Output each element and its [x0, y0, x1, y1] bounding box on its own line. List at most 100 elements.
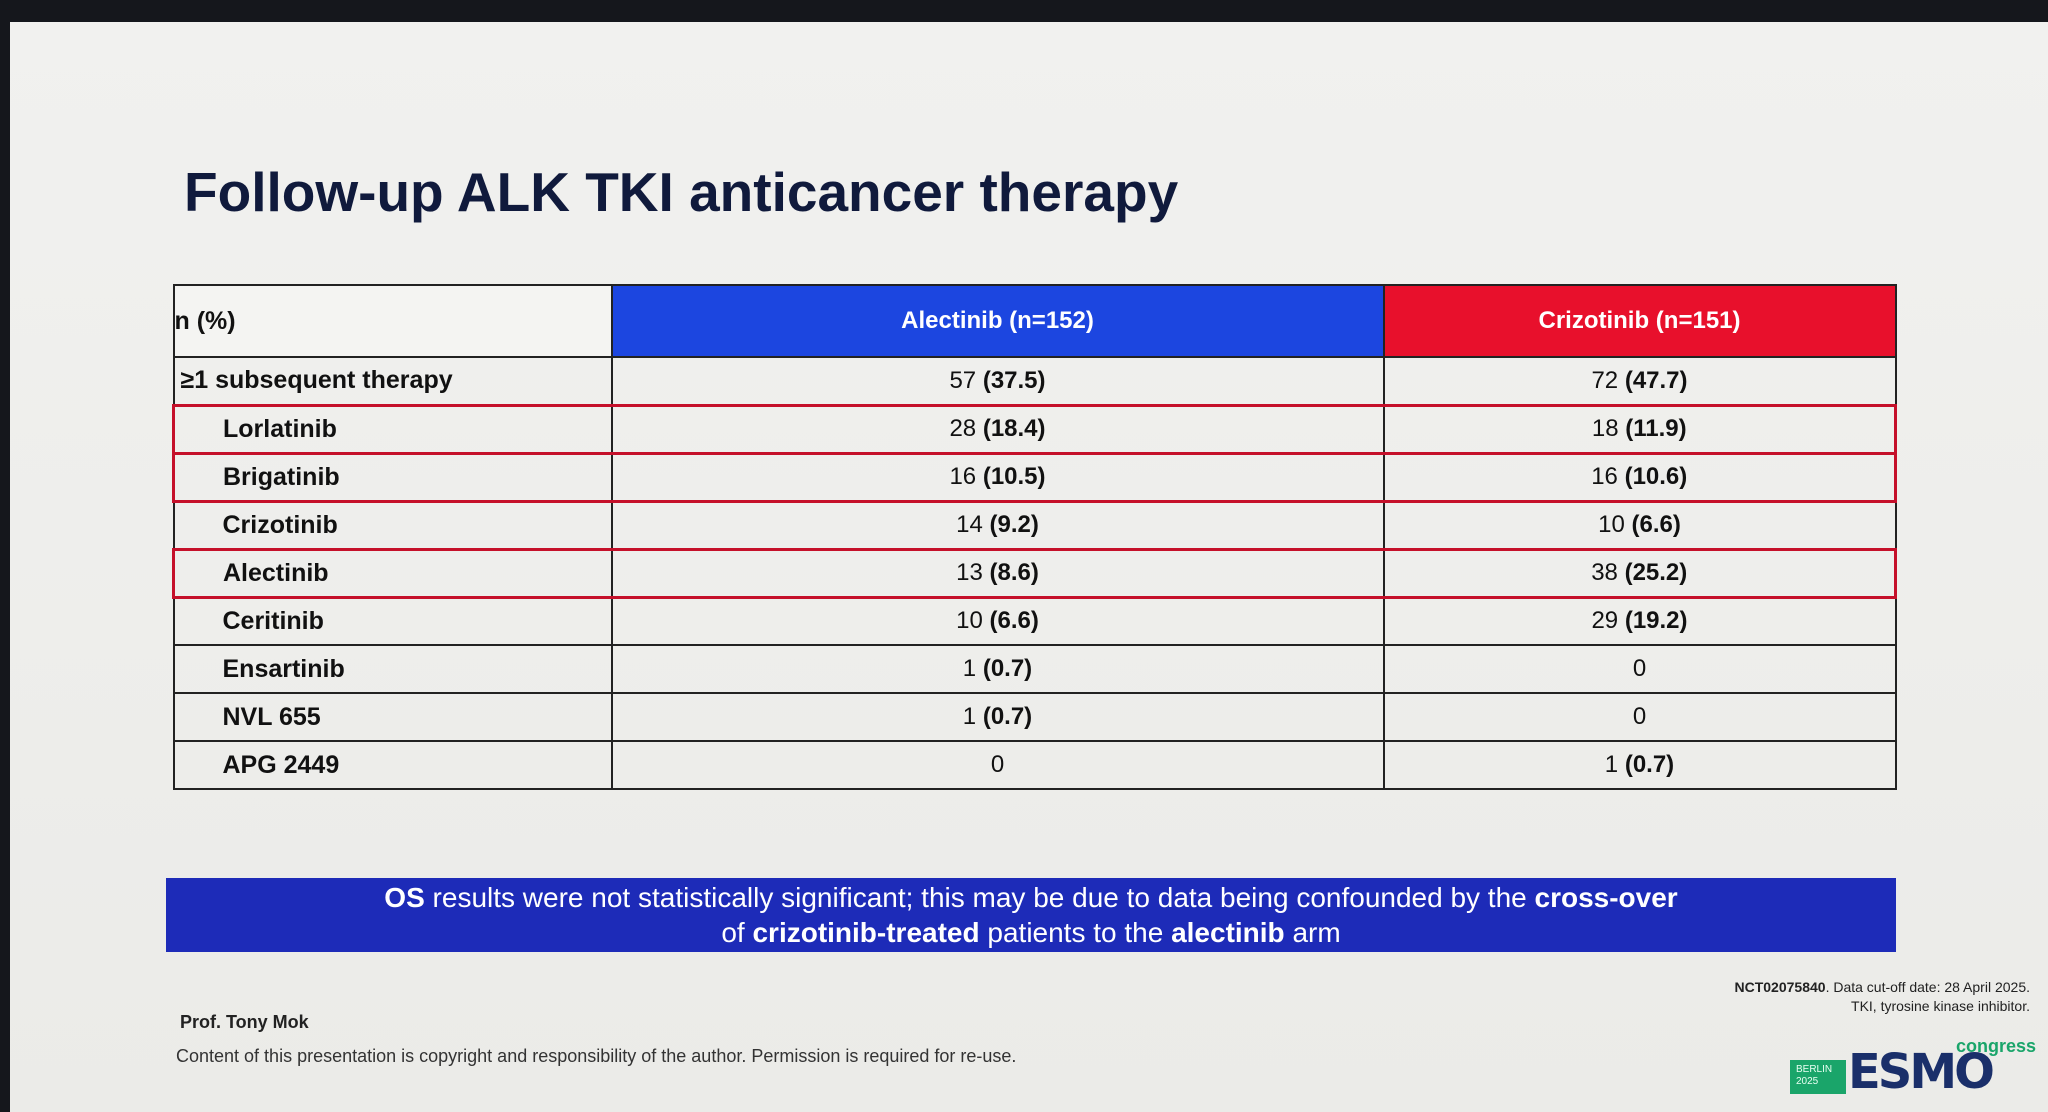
crizotinib-value: 0: [1382, 692, 1897, 742]
banner-text: crizotinib-treated: [752, 917, 980, 948]
percent: (25.2): [1624, 559, 1688, 586]
copyright-notice: Content of this presentation is copyrigh…: [176, 1046, 1017, 1066]
crizotinib-value: 10 (6.6): [1382, 500, 1897, 550]
esmo-congress-logo: BERLIN 2025 ESMO congress: [1790, 1032, 2036, 1100]
percent: (9.2): [989, 511, 1039, 538]
count: 18: [1591, 415, 1619, 442]
percent: (47.7): [1624, 366, 1688, 394]
count: 1: [962, 655, 977, 682]
alectinib-value: 13 (8.6): [610, 547, 1385, 599]
header-corner: n (%): [172, 284, 613, 358]
congress-tag: congress: [1956, 1036, 2037, 1056]
presentation-slide: Follow-up ALK TKI anticancer therapy n (…: [10, 22, 2048, 1112]
count: 14: [956, 511, 983, 538]
count: 10: [1598, 511, 1625, 538]
table-row: ≥1 subsequent therapy 57 (37.5) 72 (47.7): [172, 356, 1897, 406]
alectinib-value: 57 (37.5): [610, 356, 1385, 406]
percent: (10.5): [982, 463, 1046, 490]
crizotinib-value: 72 (47.7): [1382, 356, 1897, 406]
percent: (8.6): [989, 559, 1039, 586]
alectinib-value: 1 (0.7): [610, 692, 1385, 742]
alectinib-value: 16 (10.5): [610, 451, 1385, 503]
count: 29: [1591, 607, 1619, 635]
table-row: Ceritinib 10 (6.6) 29 (19.2): [172, 596, 1897, 646]
header-crizotinib: Crizotinib (n=151): [1382, 284, 1897, 358]
row-label: APG 2449: [172, 740, 613, 790]
alectinib-value: 28 (18.4): [610, 403, 1385, 455]
crizotinib-value: 1 (0.7): [1382, 740, 1897, 790]
table-row: Brigatinib 16 (10.5) 16 (10.6): [172, 451, 1897, 503]
footnote: NCT02075840. Data cut-off date: 28 April…: [1735, 978, 2031, 1016]
cutoff-date: . Data cut-off date: 28 April 2025.: [1825, 979, 2030, 995]
count: 57: [949, 366, 977, 394]
banner-text: cross-over: [1534, 882, 1678, 913]
alectinib-value: 14 (9.2): [610, 500, 1385, 550]
count: 16: [1591, 463, 1618, 490]
table-row: APG 2449 0 1 (0.7): [172, 740, 1897, 790]
banner-text: of: [721, 917, 753, 948]
table-row: Alectinib 13 (8.6) 38 (25.2): [172, 547, 1897, 599]
count: 10: [956, 607, 983, 635]
count: 1: [1604, 751, 1619, 778]
table-row: Ensartinib 1 (0.7) 0: [172, 644, 1897, 694]
trial-id: NCT02075840: [1734, 979, 1826, 995]
percent: (37.5): [982, 366, 1046, 394]
conclusion-banner: OS results were not statistically signif…: [166, 878, 1896, 952]
count: 13: [956, 559, 983, 586]
row-label: Brigatinib: [172, 451, 613, 503]
alectinib-value: 10 (6.6): [610, 596, 1385, 646]
footnote-line-2: TKI, tyrosine kinase inhibitor.: [1851, 998, 2030, 1014]
banner-text: alectinib: [1171, 917, 1285, 948]
crizotinib-value: 0: [1382, 644, 1897, 694]
badge-year: 2025: [1796, 1076, 1819, 1087]
row-label: Ensartinib: [172, 644, 613, 694]
percent: (11.9): [1625, 415, 1687, 442]
berlin-badge: BERLIN 2025: [1790, 1060, 1846, 1094]
table-row: NVL 655 1 (0.7) 0: [172, 692, 1897, 742]
percent: (19.2): [1624, 607, 1688, 635]
count: 72: [1591, 366, 1619, 394]
badge-city: BERLIN: [1796, 1064, 1833, 1075]
row-label: NVL 655: [172, 692, 613, 742]
presenter-name: Prof. Tony Mok: [180, 1012, 309, 1032]
alectinib-value: 0: [610, 740, 1385, 790]
count: 0: [1632, 703, 1647, 730]
crizotinib-value: 38 (25.2): [1382, 547, 1897, 599]
banner-text: results were not statistically significa…: [424, 882, 1535, 913]
banner-text: arm: [1284, 917, 1341, 948]
percent: (0.7): [1624, 751, 1675, 778]
count: 38: [1591, 559, 1618, 586]
count: 0: [1632, 655, 1647, 682]
footnote-line-1: NCT02075840. Data cut-off date: 28 April…: [1735, 978, 2031, 997]
count: 16: [949, 463, 977, 490]
count: 28: [949, 415, 977, 442]
therapy-table: n (%) Alectinib (n=152) Crizotinib (n=15…: [172, 284, 1897, 790]
banner-text: OS: [384, 882, 425, 913]
row-label: Alectinib: [172, 547, 613, 599]
crizotinib-value: 16 (10.6): [1382, 451, 1897, 503]
row-label: Ceritinib: [172, 596, 613, 646]
row-label: Lorlatinib: [172, 403, 613, 455]
row-label: Crizotinib: [172, 500, 613, 550]
table-header-row: n (%) Alectinib (n=152) Crizotinib (n=15…: [172, 284, 1897, 358]
table-row: Lorlatinib 28 (18.4) 18 (11.9): [172, 403, 1897, 455]
percent: (0.7): [982, 655, 1033, 682]
row-label: ≥1 subsequent therapy: [172, 356, 613, 406]
crizotinib-value: 18 (11.9): [1382, 403, 1897, 455]
slide-title: Follow-up ALK TKI anticancer therapy: [184, 161, 1179, 223]
percent: (18.4): [982, 415, 1046, 442]
header-alectinib: Alectinib (n=152): [610, 284, 1385, 358]
alectinib-value: 1 (0.7): [610, 644, 1385, 694]
crizotinib-value: 29 (19.2): [1382, 596, 1897, 646]
percent: (0.7): [982, 703, 1033, 730]
banner-text: patients to the: [979, 917, 1172, 948]
count: 0: [990, 751, 1005, 778]
banner-line-1: OS results were not statistically signif…: [166, 880, 1896, 915]
esmo-wordmark: ESMO: [1848, 1044, 1995, 1100]
table-body: ≥1 subsequent therapy 57 (37.5) 72 (47.7) L…: [172, 356, 1897, 790]
table-row: Crizotinib 14 (9.2) 10 (6.6): [172, 500, 1897, 550]
percent: (6.6): [989, 607, 1039, 635]
banner-line-2: of crizotinib-treated patients to the al…: [166, 915, 1896, 950]
count: 1: [962, 703, 977, 730]
percent: (6.6): [1631, 511, 1681, 538]
